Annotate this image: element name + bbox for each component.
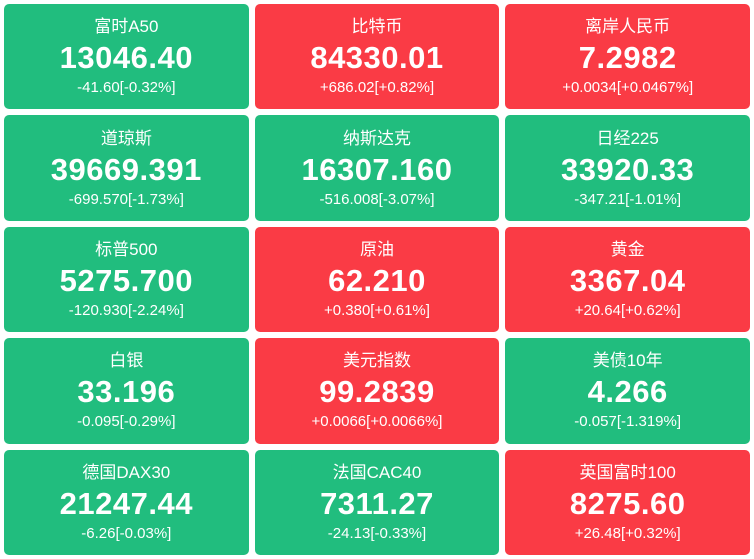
market-name-label: 标普500: [95, 239, 158, 259]
market-change-label: +20.64[+0.62%]: [574, 301, 681, 319]
market-change-label: -6.26[-0.03%]: [81, 524, 172, 542]
market-tile-13[interactable]: 德国DAX30 21247.44 -6.26[-0.03%]: [4, 449, 249, 555]
market-tile-15[interactable]: 英国富时100 8275.60 +26.48[+0.32%]: [505, 449, 750, 555]
market-price-value: 4.266: [587, 374, 668, 410]
market-price-value: 33920.33: [561, 151, 695, 187]
market-name-label: 日经225: [596, 128, 659, 148]
market-name-label: 原油: [359, 239, 394, 259]
market-price-value: 7311.27: [320, 485, 434, 521]
market-tile-7[interactable]: 标普500 5275.700 -120.930[-2.24%]: [4, 226, 249, 333]
market-price-value: 13046.40: [59, 40, 193, 76]
market-name-label: 法国CAC40: [332, 462, 422, 482]
market-name-label: 英国富时100: [579, 462, 676, 482]
market-change-label: +0.0066[+0.0066%]: [311, 413, 443, 431]
market-change-label: +0.380[+0.61%]: [324, 301, 430, 319]
market-tile-10[interactable]: 白银 33.196 -0.095[-0.29%]: [4, 338, 249, 444]
market-tile-3[interactable]: 离岸人民币 7.2982 +0.0034[+0.0467%]: [505, 4, 750, 110]
market-change-label: +686.02[+0.82%]: [319, 79, 435, 97]
market-tile-9[interactable]: 黄金 3367.04 +20.64[+0.62%]: [505, 226, 750, 333]
market-tile-12[interactable]: 美债10年 4.266 -0.057[-1.319%]: [505, 338, 750, 444]
market-tile-2[interactable]: 比特币 84330.01 +686.02[+0.82%]: [254, 4, 500, 110]
market-tile-8[interactable]: 原油 62.210 +0.380[+0.61%]: [254, 226, 500, 333]
market-tile-6[interactable]: 日经225 33920.33 -347.21[-1.01%]: [505, 115, 750, 221]
market-price-value: 5275.700: [59, 262, 193, 298]
market-tile-14[interactable]: 法国CAC40 7311.27 -24.13[-0.33%]: [254, 449, 500, 555]
market-change-label: -41.60[-0.32%]: [77, 79, 176, 97]
market-tile-1[interactable]: 富时A50 13046.40 -41.60[-0.32%]: [4, 4, 249, 110]
market-tile-4[interactable]: 道琼斯 39669.391 -699.570[-1.73%]: [4, 115, 249, 221]
market-change-label: -0.057[-1.319%]: [574, 413, 682, 431]
market-change-label: -120.930[-2.24%]: [68, 301, 184, 319]
market-change-label: -0.095[-0.29%]: [77, 413, 176, 431]
market-name-label: 白银: [109, 351, 144, 371]
market-name-label: 离岸人民币: [585, 17, 671, 37]
market-price-value: 7.2982: [578, 40, 677, 76]
market-tile-11[interactable]: 美元指数 99.2839 +0.0066[+0.0066%]: [254, 338, 500, 444]
market-price-value: 21247.44: [59, 485, 193, 521]
market-name-label: 道琼斯: [100, 128, 152, 148]
market-price-value: 84330.01: [310, 40, 444, 76]
market-tile-5[interactable]: 纳斯达克 16307.160 -516.008[-3.07%]: [254, 115, 500, 221]
market-price-value: 62.210: [328, 262, 426, 298]
market-name-label: 德国DAX30: [82, 462, 171, 482]
market-price-value: 8275.60: [569, 485, 686, 521]
market-name-label: 美债10年: [592, 351, 663, 371]
market-change-label: -347.21[-1.01%]: [574, 190, 682, 208]
market-name-label: 纳斯达克: [342, 128, 411, 148]
market-price-value: 16307.160: [301, 151, 453, 187]
market-price-value: 99.2839: [319, 374, 435, 410]
market-price-value: 33.196: [77, 374, 176, 410]
market-change-label: +0.0034[+0.0467%]: [562, 79, 694, 97]
market-name-label: 比特币: [351, 17, 403, 37]
market-price-value: 3367.04: [569, 262, 686, 298]
market-change-label: -24.13[-0.33%]: [327, 524, 427, 542]
market-name-label: 美元指数: [342, 351, 411, 371]
market-name-label: 富时A50: [94, 17, 159, 37]
market-price-value: 39669.391: [50, 151, 202, 187]
market-change-label: +26.48[+0.32%]: [574, 524, 681, 542]
market-name-label: 黄金: [610, 239, 645, 259]
market-change-label: -699.570[-1.73%]: [68, 190, 184, 208]
market-change-label: -516.008[-3.07%]: [319, 190, 435, 208]
